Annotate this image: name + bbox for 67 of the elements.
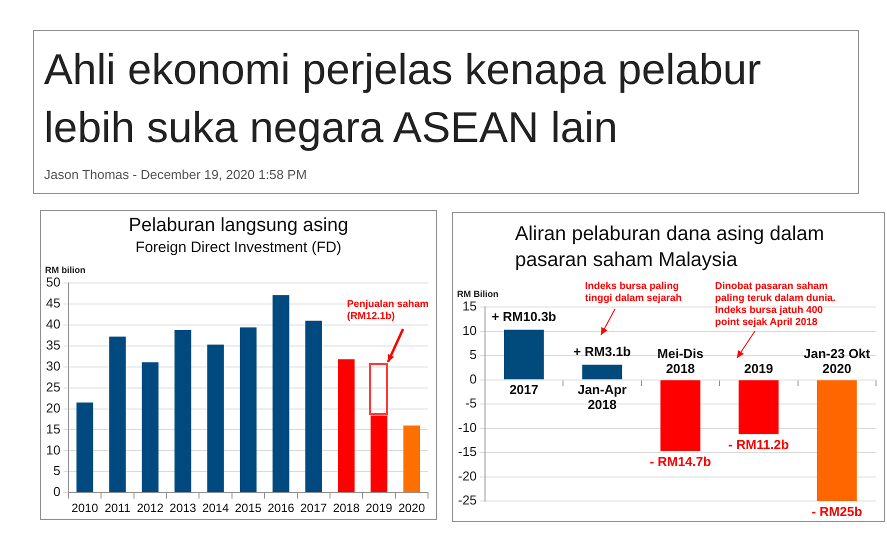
- data-label: - RM25b: [812, 504, 862, 520]
- text: Indeks bursa paling tinggi dalam sejarah: [585, 281, 683, 305]
- y-tick-label: 50: [46, 274, 60, 290]
- y-tick-label: 5: [470, 347, 477, 362]
- bar: [816, 380, 857, 501]
- data-label: + RM10.3b: [492, 308, 556, 324]
- y-tick-label: 45: [46, 296, 60, 311]
- x-tick-label: 2020: [398, 501, 426, 516]
- x-tick-label: 2012: [136, 501, 164, 516]
- bar: [504, 330, 544, 380]
- y-tick-label: 30: [46, 358, 60, 374]
- y-tick-label: -10: [458, 420, 477, 435]
- x-tick-label: 2018: [332, 501, 360, 516]
- data-label: + RM3.1b: [573, 344, 631, 359]
- data-label: - RM14.7b: [650, 454, 712, 470]
- x-tick-label: Jan-23 Okt 2020: [804, 346, 871, 376]
- y-tick-label: 15: [46, 421, 60, 436]
- y-axis-title: RM Bilion: [457, 288, 498, 299]
- bar: [738, 380, 779, 434]
- x-tick-label: 2013: [170, 501, 197, 516]
- x-tick-label: 2014: [202, 501, 230, 516]
- chart-title: Pelaburan langsung asing: [128, 215, 350, 237]
- bar: [370, 415, 388, 492]
- bar: [403, 426, 420, 492]
- y-tick-label: 40: [46, 316, 60, 332]
- x-tick-label: Jan-Apr 2018: [578, 382, 627, 412]
- x-tick-label: 2017: [509, 382, 538, 397]
- y-tick-label: 25: [46, 379, 60, 394]
- bar: [109, 336, 126, 492]
- x-tick-label: 2015: [234, 501, 262, 516]
- text: Jason Thomas - December 19, 2020 1:58 PM: [44, 167, 308, 182]
- bar: [240, 327, 257, 492]
- chart-title: Aliran pelaburan dana asing dalam pasaran saham Malaysia: [514, 222, 826, 273]
- chart-subtitle: Foreign Direct Investment (FD): [134, 239, 342, 256]
- y-tick-label: 15: [462, 298, 477, 314]
- bar: [207, 344, 224, 492]
- y-tick-label: 35: [46, 337, 60, 352]
- bar: [272, 295, 290, 492]
- y-axis-title: RM bilion: [45, 264, 86, 275]
- y-tick-label: -15: [458, 444, 477, 460]
- bar: [582, 364, 622, 380]
- y-tick-label: -20: [458, 468, 477, 484]
- data-label: - RM11.2b: [728, 437, 790, 452]
- y-tick-label: 10: [462, 322, 477, 338]
- annotation: Dinobat pasaran saham paling teruk dalam dunia. Indeks bursa jatuh 400 point sejak April 2018: [715, 281, 837, 329]
- y-tick-label: 10: [46, 442, 60, 458]
- x-tick-label: Mei-Dis 2018: [657, 346, 704, 376]
- bar: [76, 402, 94, 492]
- x-tick-label: 2019: [744, 360, 774, 376]
- y-tick-label: 0: [53, 484, 60, 500]
- y-tick-label: 20: [46, 400, 60, 416]
- bar: [660, 380, 700, 452]
- bar: [305, 320, 322, 492]
- x-tick-label: 2016: [268, 501, 295, 516]
- x-tick-label: 2010: [71, 501, 98, 516]
- y-tick-label: 0: [470, 371, 477, 386]
- y-tick-label: -5: [465, 396, 477, 411]
- bar: [174, 330, 192, 492]
- text: Ahli ekonomi perjelas kenapa pelabur lebih suka negara ASEAN lain: [44, 45, 762, 154]
- x-tick-label: 2017: [300, 501, 328, 516]
- bar: [338, 359, 355, 492]
- y-tick-label: 5: [53, 463, 60, 478]
- y-tick-label: -25: [458, 492, 477, 508]
- bar: [142, 362, 159, 492]
- annotation: Penjualan saham (RM12.1b): [347, 299, 430, 323]
- x-tick-label: 2011: [104, 501, 131, 516]
- x-tick-label: 2019: [366, 501, 393, 516]
